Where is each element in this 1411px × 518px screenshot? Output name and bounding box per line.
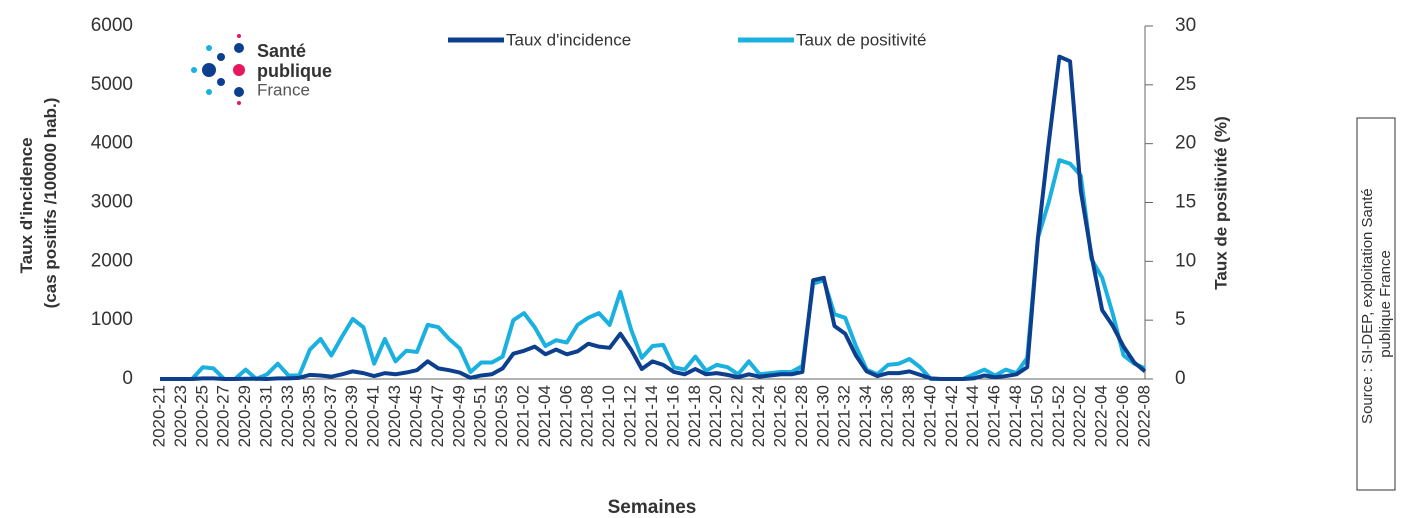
x-tick-label: 2020-31 — [257, 385, 276, 447]
x-tick-label: 2021-34 — [856, 385, 875, 447]
x-tick-label: 2022-02 — [1070, 385, 1089, 447]
x-tick-label: 2020-53 — [492, 385, 511, 447]
series-line — [160, 158, 1146, 381]
x-tick-label: 2021-30 — [813, 385, 832, 447]
x-tick-label: 2021-50 — [1027, 385, 1046, 447]
x-tick-label: 2021-52 — [1049, 385, 1068, 447]
y-tick-label: 6000 — [91, 15, 133, 36]
x-tick-label: 2021-06 — [556, 385, 575, 447]
x-tick-label: 2020-23 — [171, 385, 190, 447]
x-tick-label: 2021-32 — [835, 385, 854, 447]
x-tick-label: 2021-28 — [792, 385, 811, 447]
y-axis-label-line: (cas positifs /100000 hab.) — [41, 98, 60, 309]
x-tick-label: 2020-21 — [149, 385, 168, 447]
x-tick-label: 2021-22 — [728, 385, 747, 447]
y2-tick-label: 15 — [1175, 192, 1196, 213]
x-tick-label: 2021-40 — [920, 385, 939, 447]
logo-dot — [217, 78, 225, 86]
x-tick-label: 2021-48 — [1006, 385, 1025, 447]
legend-label: Taux de positivité — [796, 30, 926, 49]
x-tick-label: 2022-08 — [1134, 385, 1153, 447]
logo-dot — [206, 89, 212, 95]
logo-text: Santé — [257, 41, 306, 61]
logo-dot — [191, 67, 197, 73]
x-tick-label: 2020-29 — [235, 385, 254, 447]
logo-dot — [234, 87, 244, 97]
x-tick-label: 2021-08 — [578, 385, 597, 447]
x-tick-label: 2021-12 — [621, 385, 640, 447]
x-axis-label: Semaines — [608, 497, 697, 518]
y2-axis-label: Taux de positivité (%) — [1211, 116, 1230, 290]
x-tick-label: 2020-49 — [449, 385, 468, 447]
logo-dot — [206, 45, 212, 51]
logo-dot — [234, 43, 244, 53]
logo-dot — [237, 101, 241, 105]
x-tick-label: 2021-44 — [963, 385, 982, 447]
logo-dot — [202, 63, 216, 77]
logo-dot — [237, 34, 241, 38]
y-tick-label: 1000 — [91, 309, 133, 330]
x-tick-label: 2020-47 — [428, 385, 447, 447]
source-line: Source : SI-DEP, exploitation Santé — [1359, 188, 1376, 424]
legend-label: Taux d'incidence — [506, 30, 631, 49]
x-tick-label: 2020-45 — [406, 385, 425, 447]
y2-tick-label: 25 — [1175, 74, 1196, 95]
x-tick-label: 2021-04 — [535, 385, 554, 447]
x-tick-label: 2021-24 — [749, 385, 768, 447]
logo-text: publique — [257, 61, 332, 81]
source-box — [1356, 117, 1396, 491]
x-tick-label: 2020-43 — [385, 385, 404, 447]
x-tick-label: 2021-36 — [878, 385, 897, 447]
y-tick-label: 0 — [122, 368, 133, 389]
x-tick-label: 2022-06 — [1113, 385, 1132, 447]
y-tick-label: 5000 — [91, 74, 133, 95]
y-axis-label: Taux d'incidence (cas positifs /100000 h… — [17, 98, 60, 309]
x-tick-label: 2020-41 — [364, 385, 383, 447]
x-tick-label: 2021-14 — [642, 385, 661, 447]
series-line — [160, 54, 1147, 381]
x-tick-label: 2021-10 — [599, 385, 618, 447]
x-tick-label: 2021-38 — [899, 385, 918, 447]
y-tick-label: 3000 — [91, 192, 133, 213]
x-tick-label: 2021-18 — [685, 385, 704, 447]
source-line: publique France — [1377, 250, 1394, 358]
x-tick-label: 2020-51 — [471, 385, 490, 447]
x-tick-label: 2020-27 — [214, 385, 233, 447]
x-tick-label: 2020-39 — [342, 385, 361, 447]
logo-text: France — [257, 80, 310, 99]
y-tick-label: 4000 — [91, 133, 133, 154]
y2-tick-label: 10 — [1175, 250, 1196, 271]
y-tick-label: 2000 — [91, 250, 133, 271]
x-tick-label: 2021-42 — [942, 385, 961, 447]
x-tick-label: 2022-04 — [1092, 385, 1111, 447]
x-tick-label: 2021-20 — [706, 385, 725, 447]
y2-tick-label: 20 — [1175, 133, 1196, 154]
logo: Santé publique France — [191, 34, 332, 105]
x-tick-label: 2020-25 — [192, 385, 211, 447]
x-tick-label: 2020-33 — [278, 385, 297, 447]
y2-tick-label: 30 — [1175, 15, 1196, 36]
y2-tick-label: 0 — [1175, 368, 1186, 389]
x-tick-label: 2021-26 — [770, 385, 789, 447]
x-tick-label: 2020-37 — [321, 385, 340, 447]
x-tick-label: 2021-16 — [663, 385, 682, 447]
x-tick-label: 2021-46 — [985, 385, 1004, 447]
y-axis-label-line: Taux d'incidence — [17, 137, 36, 273]
logo-dot — [233, 64, 245, 76]
y2-tick-label: 5 — [1175, 309, 1186, 330]
x-tick-label: 2021-02 — [514, 385, 533, 447]
x-tick-label: 2020-35 — [299, 385, 318, 447]
logo-dot — [217, 53, 225, 61]
source: Source : SI-DEP, exploitation Santé publ… — [1359, 184, 1394, 424]
